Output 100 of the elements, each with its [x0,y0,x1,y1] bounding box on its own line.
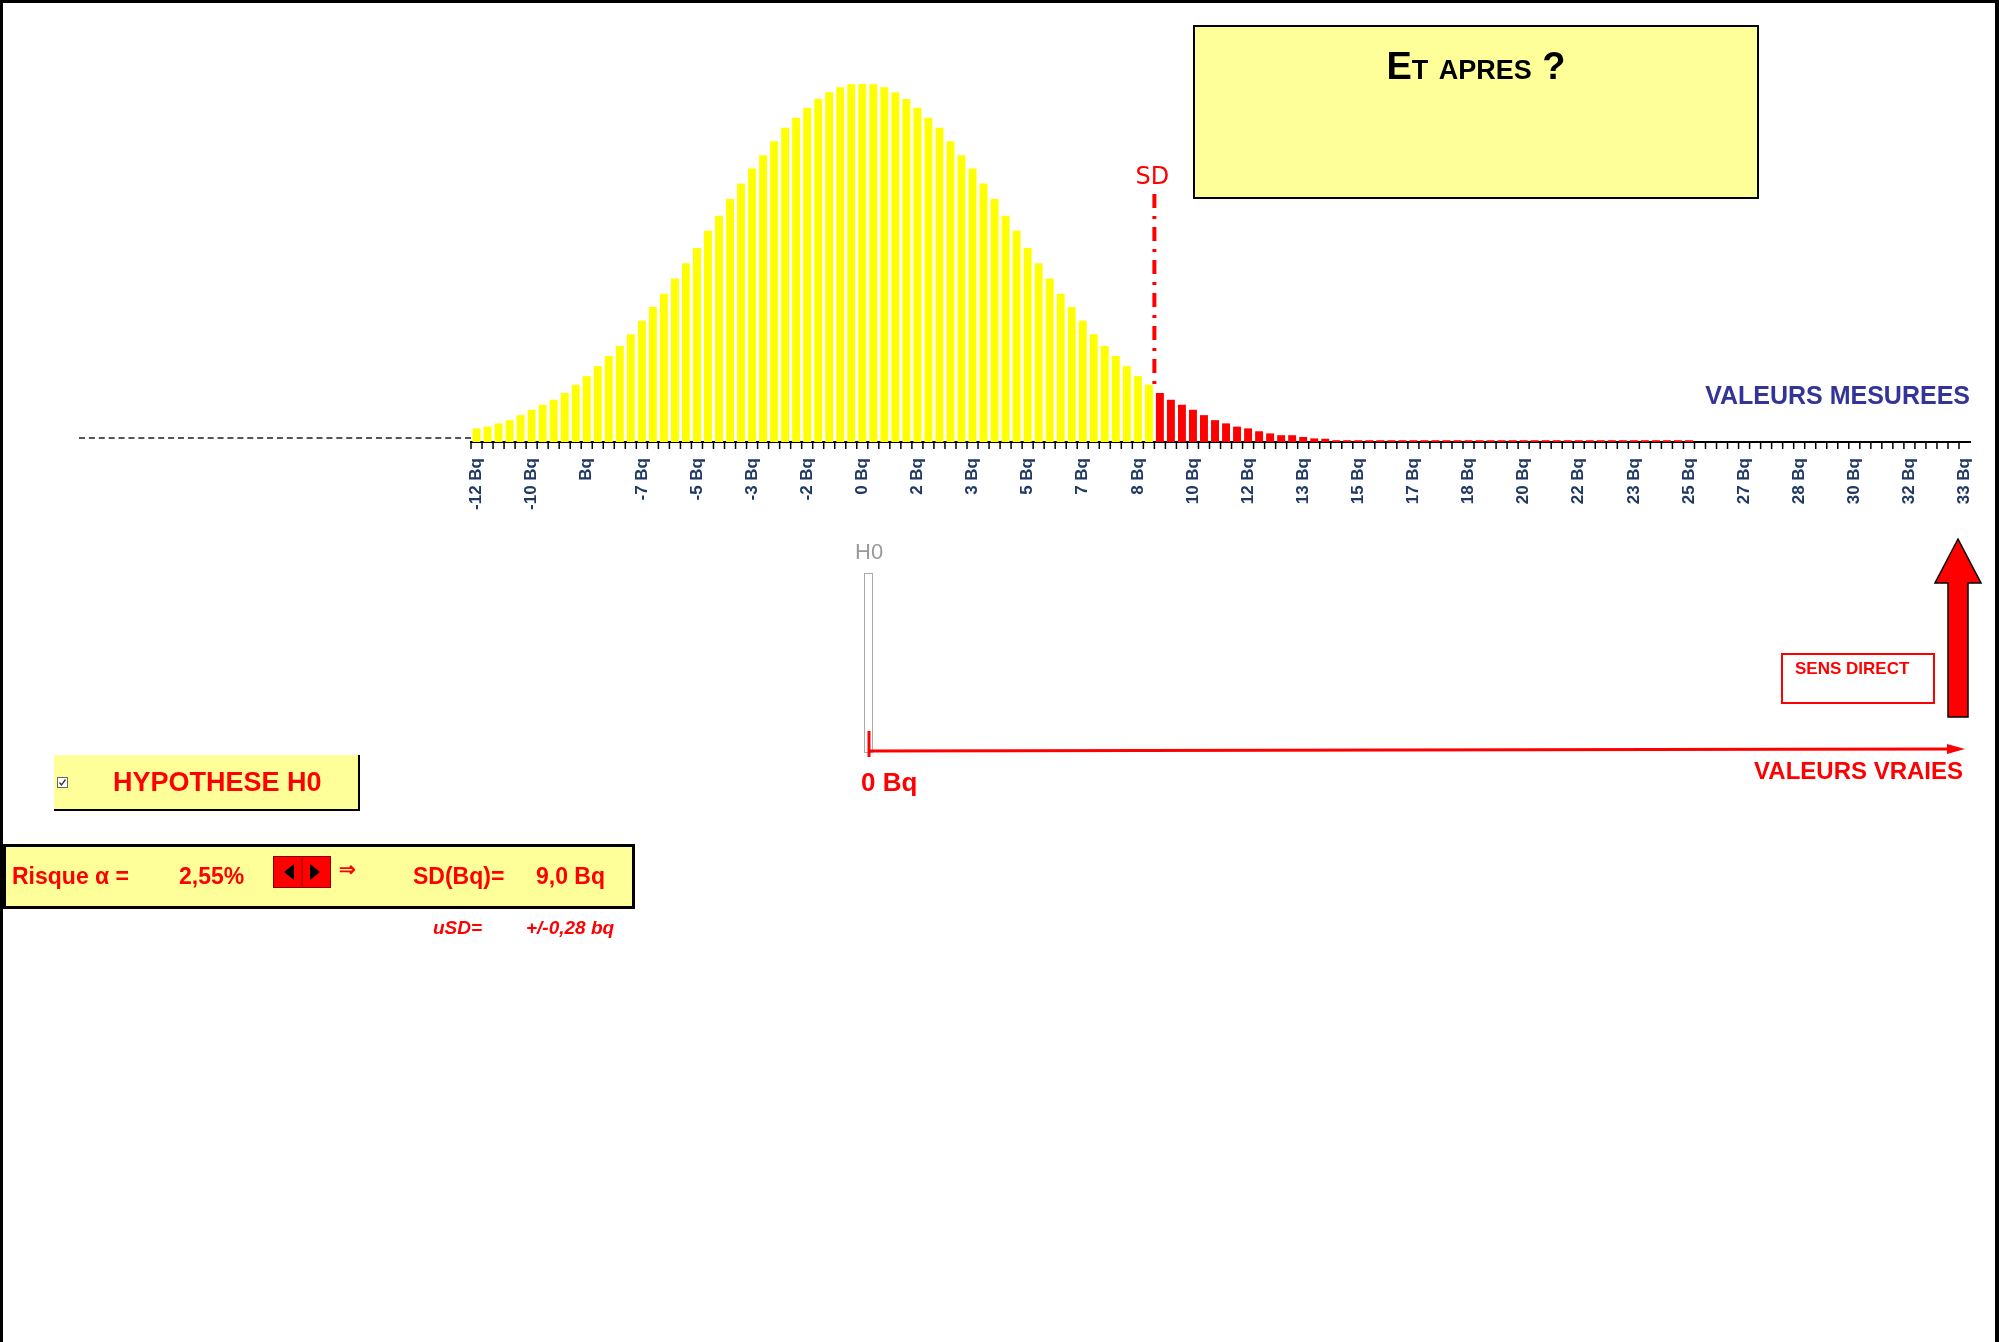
x-tick-label: 28 Bq [1788,458,1808,505]
bar [1266,433,1275,442]
bar [1012,230,1021,442]
bar [935,127,944,442]
text: 0 Bq [861,767,918,798]
bar [1255,431,1264,442]
x-tick-label: 10 Bq [1182,458,1202,505]
bar [1222,423,1230,442]
bar [1056,293,1065,442]
x-tick-label: -7 Bq [631,458,651,501]
x-tick-label: 8 Bq [1127,458,1147,495]
bar [869,84,878,442]
bar [1078,320,1087,442]
x-tick-label: 0 Bq [851,458,871,495]
bar [1200,415,1208,442]
x-tick-label: 15 Bq [1347,458,1367,505]
bar [1144,384,1153,442]
bar [505,420,514,442]
bar [516,415,525,442]
bar [626,334,635,442]
bar [913,107,922,442]
bar [759,155,768,442]
bar [891,92,900,442]
bar [648,307,657,442]
bar [604,356,613,442]
bar [781,127,790,442]
x-tick-label: 23 Bq [1623,458,1643,505]
bar [880,87,889,442]
bar [737,183,746,442]
text: Risque α = [12,863,130,890]
bar [615,346,624,442]
bar [1155,392,1164,442]
x-tick-label: -2 Bq [796,458,816,501]
x-tick-label: 2 Bq [907,458,927,495]
bar [1111,356,1120,442]
bar [549,399,558,442]
bar [847,84,856,442]
bar [1310,438,1319,442]
x-tick-label: 7 Bq [1072,458,1092,495]
bar [1211,420,1219,442]
text: 9,0 Bq [536,863,606,890]
x-tick-label: 30 Bq [1843,458,1863,505]
bar [571,384,580,442]
text: SD(Bq)= [413,863,505,890]
bar [1166,399,1175,442]
text: HYPOTHESE H0 [113,767,322,798]
text: uSD= [433,917,483,939]
bar [715,215,723,442]
bar [704,230,712,442]
bar [1299,436,1308,442]
bar [726,198,734,442]
bar [1122,366,1131,442]
x-tick-label: 5 Bq [1017,458,1037,495]
bar [1188,409,1197,442]
x-tick-label: -12 Bq [466,458,486,510]
bar [494,423,503,442]
bar [990,198,999,442]
bar [1089,334,1098,442]
text: VALEURS VRAIES [1754,757,1963,785]
bar [483,426,492,442]
bar [1001,215,1010,442]
x-tick-label: 3 Bq [962,458,982,495]
bar [792,117,801,442]
bar [902,99,911,442]
bar [538,404,547,442]
bar [1067,307,1076,442]
x-tick-label: 22 Bq [1568,458,1588,505]
bar [593,366,602,442]
x-tick-label: 27 Bq [1733,458,1753,505]
bar [560,392,569,442]
x-tick-label: -10 Bq [521,458,541,510]
bar [1133,376,1142,442]
text: +/-0,28 bq [526,917,615,939]
bar [858,84,867,442]
x-tick-label: 12 Bq [1237,458,1257,505]
bar [1023,247,1032,442]
bar [527,409,536,442]
bar [825,92,834,442]
bar [1100,346,1109,442]
text: 2,55% [179,863,245,890]
bar [770,141,779,442]
text: H0 [855,539,884,565]
x-tick-label: 17 Bq [1403,458,1423,505]
bar [670,278,679,442]
bar [1045,278,1054,442]
text: ⇒ [339,857,356,881]
bar [1288,435,1297,442]
x-tick-label: 18 Bq [1458,458,1478,505]
x-tick-label: 20 Bq [1513,458,1533,505]
bar [924,117,933,442]
x-tick-label: 13 Bq [1292,458,1312,505]
bar [748,168,757,442]
x-tick-label: Bq [576,458,596,481]
bar [681,263,690,442]
bar [692,247,701,442]
bar [582,376,591,442]
bar [1034,263,1043,442]
bar [803,107,812,442]
x-tick-label: 32 Bq [1899,458,1919,505]
x-axis-title: VALEURS MESUREES [1705,381,1970,410]
